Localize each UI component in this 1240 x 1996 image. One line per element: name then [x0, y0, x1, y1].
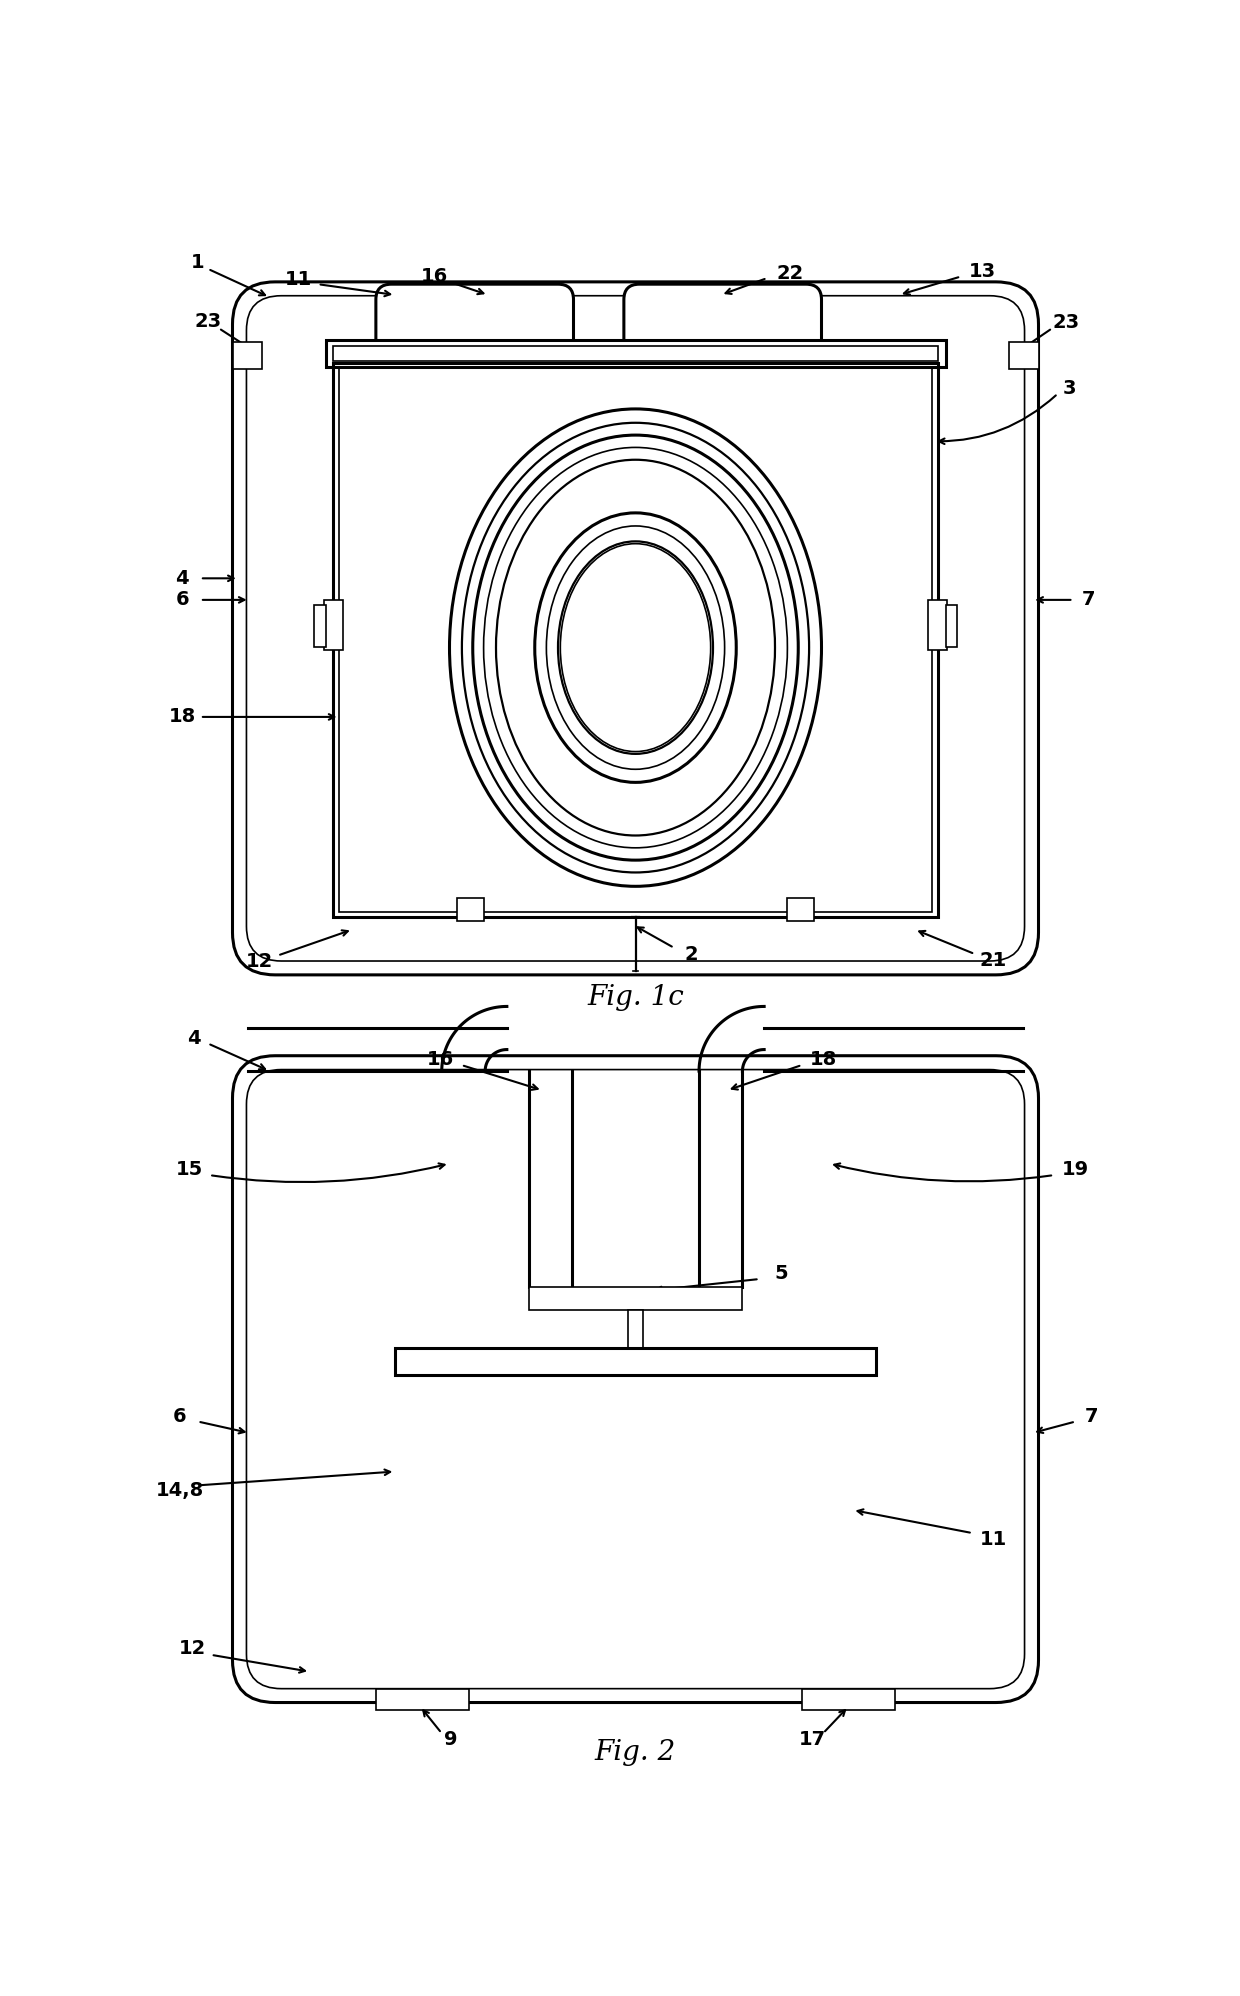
Bar	[945, 605, 957, 647]
Ellipse shape	[560, 543, 711, 752]
FancyBboxPatch shape	[233, 281, 1039, 974]
Text: 18: 18	[169, 707, 196, 727]
Text: 15: 15	[176, 1160, 203, 1180]
Text: 9: 9	[444, 1731, 458, 1748]
Text: 1: 1	[191, 253, 205, 271]
FancyBboxPatch shape	[376, 283, 573, 357]
Bar	[324, 601, 343, 651]
Bar	[325, 339, 945, 367]
Bar	[458, 898, 485, 920]
Text: 6: 6	[174, 1407, 186, 1425]
Text: 12: 12	[179, 1639, 206, 1659]
Bar	[528, 1287, 743, 1309]
Text: 16: 16	[420, 267, 448, 285]
Bar	[233, 341, 262, 369]
Text: 23: 23	[195, 313, 221, 331]
Text: 5: 5	[775, 1263, 787, 1283]
Text: 6: 6	[175, 591, 188, 609]
FancyBboxPatch shape	[624, 283, 821, 357]
Bar	[376, 1689, 469, 1711]
Bar	[340, 367, 931, 912]
Text: 19: 19	[1063, 1160, 1089, 1180]
Text: 13: 13	[970, 261, 996, 281]
Bar	[802, 1689, 895, 1711]
Bar	[627, 1309, 644, 1349]
FancyBboxPatch shape	[233, 1056, 1039, 1703]
Bar	[928, 601, 947, 651]
Ellipse shape	[461, 423, 808, 872]
Text: 4: 4	[187, 1030, 201, 1048]
Text: 2: 2	[684, 944, 698, 964]
Text: 18: 18	[810, 1050, 837, 1070]
Text: 12: 12	[246, 952, 273, 972]
Bar	[786, 898, 813, 920]
Text: 16: 16	[427, 1050, 454, 1070]
Text: 23: 23	[1052, 313, 1079, 331]
Text: 21: 21	[980, 950, 1007, 970]
Text: 11: 11	[285, 269, 312, 289]
Bar	[314, 605, 325, 647]
Text: 11: 11	[980, 1529, 1007, 1549]
Text: 3: 3	[1063, 379, 1076, 397]
Text: Fig. 2: Fig. 2	[595, 1739, 676, 1766]
Text: 7: 7	[1085, 1407, 1097, 1425]
Bar	[1009, 341, 1039, 369]
Bar	[334, 363, 937, 916]
Text: 22: 22	[777, 263, 804, 283]
Text: 14,8: 14,8	[156, 1481, 203, 1501]
Bar	[396, 1349, 875, 1375]
Bar	[334, 345, 937, 361]
Text: Fig. 1c: Fig. 1c	[587, 984, 684, 1012]
Text: 4: 4	[175, 569, 188, 587]
Text: 7: 7	[1083, 591, 1096, 609]
Text: 17: 17	[799, 1731, 826, 1748]
